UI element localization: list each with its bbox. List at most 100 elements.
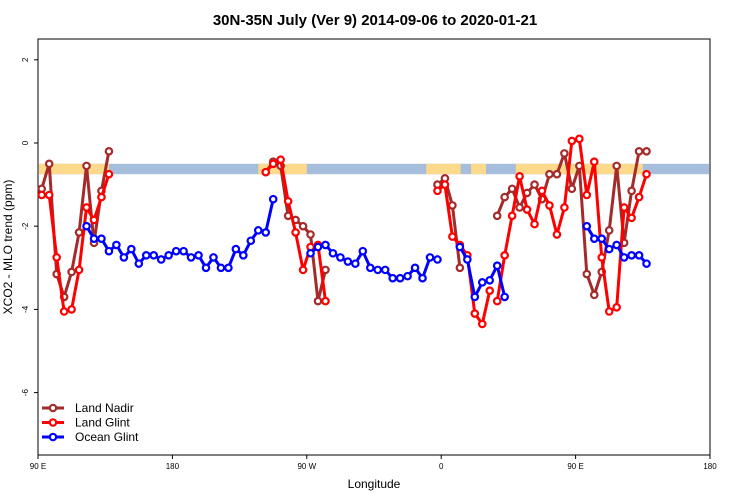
- y-tick-label: -2: [21, 222, 30, 230]
- data-point: [567, 184, 577, 194]
- plot-frame: [37, 38, 711, 456]
- data-point: [634, 147, 644, 156]
- data-point: [425, 253, 435, 262]
- data-point: [619, 253, 629, 262]
- data-point: [627, 251, 636, 260]
- data-point: [179, 246, 188, 256]
- data-point: [67, 267, 76, 277]
- data-point: [134, 259, 144, 268]
- data-point: [545, 201, 554, 210]
- data-point: [67, 305, 76, 314]
- data-point: [97, 234, 106, 243]
- data-point: [492, 261, 502, 271]
- data-point: [52, 253, 61, 262]
- data-point: [119, 253, 129, 262]
- data-point: [97, 192, 106, 202]
- data-point: [283, 196, 293, 206]
- data-point: [380, 265, 390, 275]
- data-point: [582, 269, 592, 279]
- data-point: [231, 244, 241, 254]
- data-point: [388, 273, 397, 283]
- data-point: [627, 213, 636, 223]
- data-point: [313, 296, 323, 306]
- y-tick-label: 2: [21, 57, 30, 62]
- x-axis-label: Longitude: [348, 477, 401, 491]
- x-tick-label: 180: [703, 462, 717, 471]
- data-point: [597, 234, 607, 243]
- data-point: [224, 263, 233, 273]
- legend-label: Ocean Glint: [75, 430, 139, 444]
- data-point: [604, 226, 614, 235]
- data-point: [261, 167, 271, 177]
- y-axis-label: XCO2 - MLO trend (ppm): [1, 180, 15, 315]
- data-point: [82, 161, 91, 171]
- legend-label: Land Nadir: [75, 401, 134, 415]
- data-point: [582, 221, 592, 231]
- data-point: [507, 211, 517, 221]
- data-point: [313, 242, 323, 252]
- data-point: [276, 155, 285, 164]
- data-point: [500, 251, 509, 260]
- data-point: [477, 319, 487, 329]
- data-point: [186, 253, 196, 262]
- data-point: [604, 244, 614, 254]
- data-point: [321, 265, 330, 275]
- land-band-segment: [39, 163, 109, 175]
- data-point: [642, 259, 651, 268]
- legend-swatch-marker: [48, 432, 58, 442]
- data-point: [522, 205, 532, 214]
- data-point: [642, 147, 651, 156]
- data-point: [104, 169, 114, 179]
- data-point: [395, 273, 405, 283]
- data-point: [59, 307, 69, 316]
- data-point: [433, 186, 442, 196]
- data-point: [141, 251, 151, 260]
- data-point: [440, 180, 450, 189]
- data-point: [507, 184, 517, 194]
- data-point: [477, 278, 487, 287]
- x-tick-label: 90 E: [567, 462, 583, 471]
- data-point: [365, 263, 375, 273]
- series-line: [41, 173, 111, 313]
- data-point: [634, 192, 644, 202]
- data-point: [44, 190, 54, 200]
- data-point: [291, 228, 300, 237]
- data-point: [492, 211, 502, 221]
- series-ocean-glint: [82, 194, 651, 302]
- data-point: [537, 186, 547, 196]
- data-point: [37, 190, 47, 200]
- data-point: [575, 134, 584, 144]
- x-tick-label: 0: [439, 462, 444, 471]
- data-point: [418, 273, 427, 283]
- x-tick-label: 90 W: [297, 462, 316, 471]
- data-point: [351, 259, 360, 268]
- data-point: [194, 251, 203, 260]
- data-point: [560, 203, 569, 212]
- data-point: [149, 251, 159, 260]
- data-point: [261, 228, 271, 237]
- y-tick-label: -6: [21, 388, 30, 396]
- data-point: [485, 275, 495, 285]
- data-point: [89, 215, 99, 225]
- legend-label: Land Glint: [75, 416, 130, 430]
- series-layer: [37, 134, 651, 329]
- land-band-segment: [471, 163, 486, 175]
- data-point: [604, 307, 614, 316]
- data-point: [104, 246, 114, 256]
- data-point: [201, 263, 211, 273]
- data-point: [642, 169, 651, 179]
- data-point: [44, 159, 54, 169]
- data-point: [567, 136, 577, 146]
- legend-swatch-marker: [48, 418, 58, 427]
- data-point: [492, 296, 502, 306]
- data-point: [612, 303, 621, 312]
- data-point: [321, 240, 330, 250]
- background-band: [39, 163, 709, 175]
- data-point: [530, 180, 539, 189]
- data-point: [89, 234, 99, 243]
- data-point: [112, 240, 121, 250]
- data-point: [612, 240, 621, 250]
- data-point: [246, 236, 256, 246]
